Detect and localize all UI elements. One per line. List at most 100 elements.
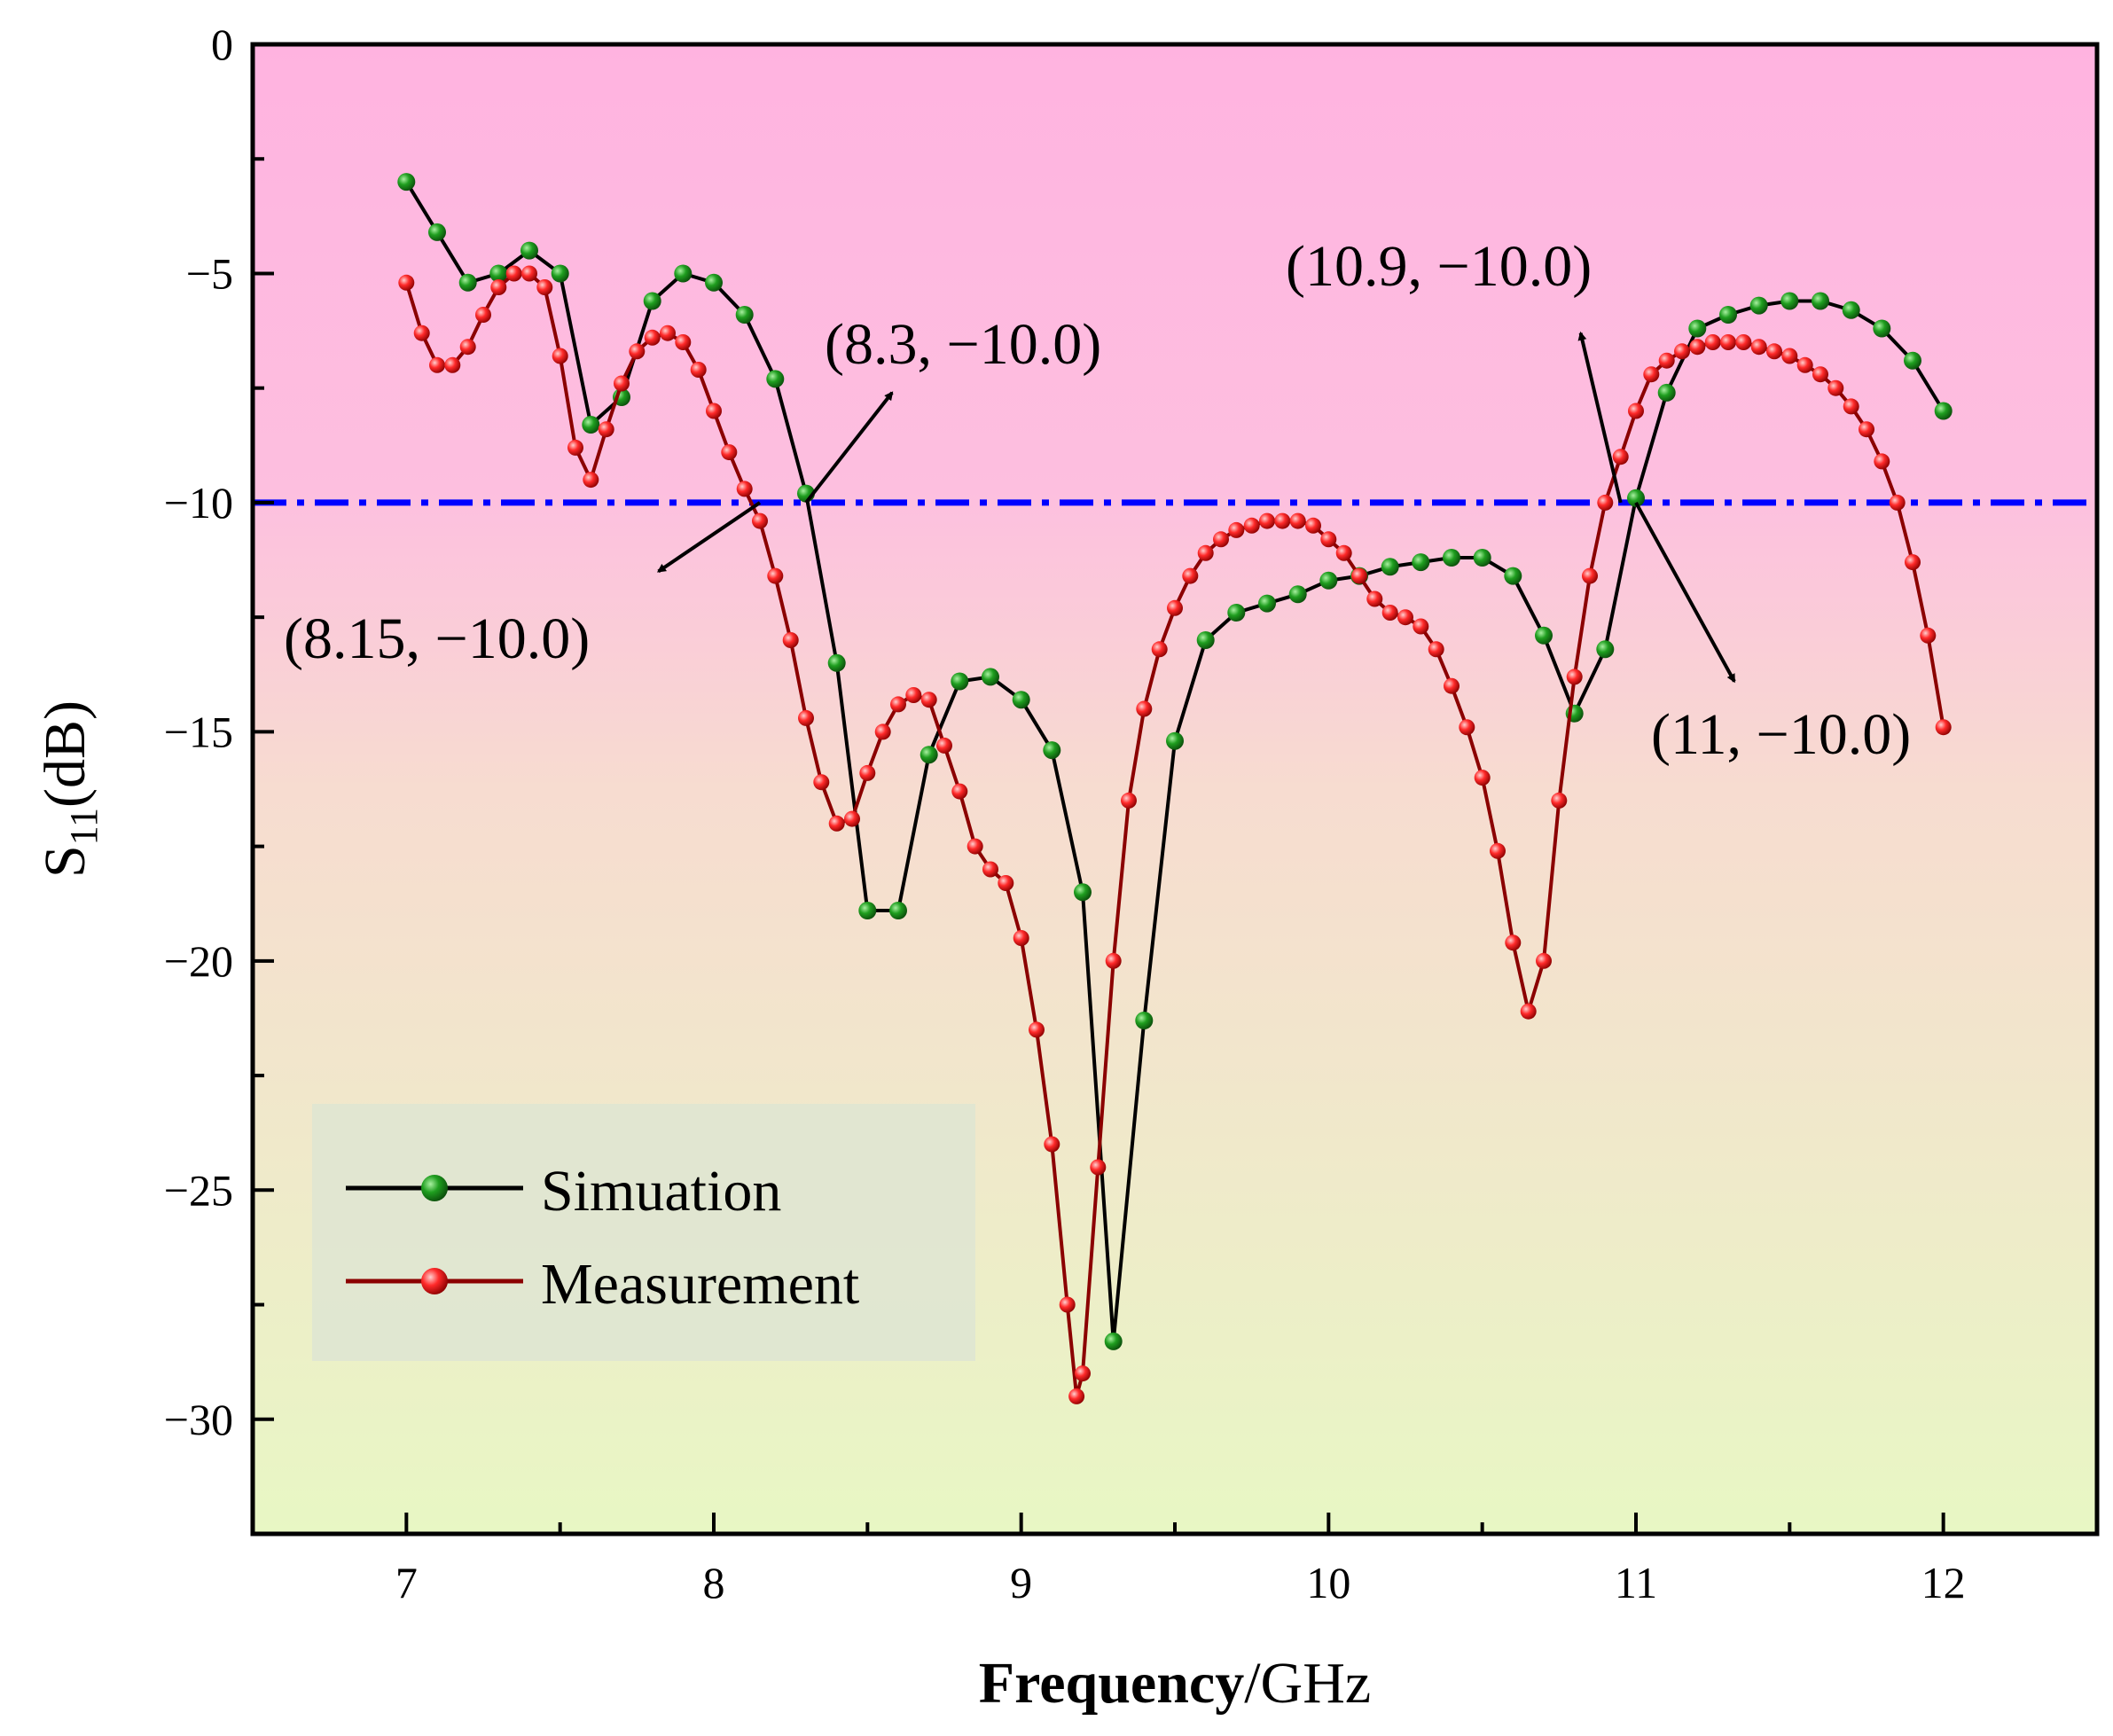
data-point-simuation [1504, 567, 1522, 585]
data-point-measurement [1551, 792, 1568, 809]
data-point-measurement [1444, 677, 1460, 694]
data-point-measurement [521, 265, 537, 282]
legend-label-simulation: Simuation [541, 1159, 781, 1224]
data-point-measurement [398, 274, 415, 291]
legend: Simuation Measurement [312, 1104, 975, 1361]
data-point-measurement [890, 696, 906, 713]
x-tick-label: 10 [1306, 1558, 1350, 1607]
data-point-simuation [428, 223, 446, 241]
data-point-measurement [583, 472, 599, 489]
data-point-measurement [1658, 352, 1675, 369]
data-point-measurement [1105, 952, 1122, 969]
data-point-measurement [459, 339, 476, 356]
data-point-measurement [1520, 1003, 1537, 1020]
data-point-simuation [1135, 1012, 1154, 1029]
data-point-measurement [1474, 770, 1491, 786]
annotation-label: (8.15, −10.0) [284, 606, 590, 671]
data-point-measurement [920, 692, 937, 708]
data-point-measurement [1121, 792, 1137, 809]
data-point-measurement [1151, 641, 1168, 658]
data-point-measurement [675, 334, 692, 350]
data-point-measurement [1935, 719, 1952, 736]
x-tick-label: 11 [1615, 1558, 1657, 1607]
data-point-measurement [1289, 512, 1306, 529]
data-point-measurement [721, 444, 738, 461]
data-point-simuation [489, 264, 508, 283]
data-point-measurement [1905, 554, 1921, 571]
data-point-simuation [1473, 549, 1491, 567]
data-point-measurement [1582, 567, 1598, 584]
data-point-measurement [1889, 494, 1906, 511]
data-point-measurement [1182, 567, 1199, 584]
y-tick-label: −5 [186, 248, 233, 298]
data-point-simuation [1104, 1332, 1123, 1350]
data-point-simuation [1381, 558, 1399, 576]
data-point-measurement [736, 481, 753, 497]
legend-box [312, 1104, 975, 1361]
data-point-simuation [1443, 549, 1460, 567]
data-point-measurement [1766, 343, 1782, 360]
legend-marker-measurement [421, 1268, 448, 1294]
data-point-simuation [1043, 741, 1061, 760]
data-point-measurement [1643, 366, 1660, 383]
data-point-measurement [782, 632, 799, 648]
data-point-measurement [552, 348, 568, 364]
data-point-measurement [1704, 334, 1721, 350]
data-point-measurement [413, 325, 430, 341]
y-tick-label: −15 [164, 707, 233, 756]
data-point-simuation [1812, 292, 1829, 310]
data-point-measurement [767, 567, 784, 584]
y-tick-label: 0 [211, 20, 233, 69]
data-point-measurement [1827, 379, 1844, 396]
data-point-measurement [1335, 544, 1352, 561]
data-point-simuation [520, 241, 538, 260]
data-point-simuation [397, 173, 416, 192]
data-point-measurement [1366, 590, 1383, 607]
y-axis-title-main: S [33, 845, 98, 878]
data-point-measurement [706, 403, 722, 419]
data-point-measurement [1505, 934, 1522, 951]
data-point-measurement [1044, 1136, 1060, 1153]
data-point-simuation [1258, 594, 1276, 613]
data-point-simuation [674, 264, 693, 283]
data-point-simuation [1227, 604, 1246, 622]
data-point-measurement [1029, 1021, 1045, 1038]
data-point-simuation [1166, 731, 1184, 750]
data-point-measurement [1597, 494, 1614, 511]
data-point-simuation [458, 273, 477, 292]
data-point-measurement [1612, 449, 1629, 465]
data-point-measurement [1796, 356, 1813, 373]
y-axis-title-sub: 11 [62, 808, 106, 845]
annotation-arrow [1634, 501, 1736, 684]
data-point-measurement [1859, 421, 1874, 438]
data-point-measurement [644, 329, 661, 346]
data-point-measurement [1735, 334, 1752, 350]
data-point-measurement [1674, 343, 1690, 360]
data-point-measurement [844, 810, 860, 827]
data-point-simuation [766, 370, 785, 388]
y-tick-label: −25 [164, 1165, 233, 1215]
data-point-simuation [1535, 626, 1553, 645]
data-point-measurement [752, 512, 768, 529]
data-point-measurement [1843, 398, 1859, 415]
data-point-measurement [1413, 618, 1429, 635]
annotation-arrow [656, 501, 762, 574]
data-point-measurement [475, 307, 491, 323]
data-point-simuation [951, 672, 969, 691]
data-point-simuation [735, 306, 754, 324]
data-point-measurement [490, 279, 507, 295]
data-point-measurement [429, 356, 445, 373]
data-point-simuation [1412, 553, 1430, 572]
legend-label-measurement: Measurement [541, 1252, 859, 1317]
y-axis-title: S11(dB) [33, 700, 106, 878]
annotation-arrow [1577, 331, 1623, 504]
data-point-measurement [1381, 605, 1398, 621]
data-point-measurement [1090, 1159, 1107, 1176]
data-point-measurement [951, 783, 968, 800]
data-point-measurement [859, 764, 876, 781]
data-point-measurement [874, 723, 891, 740]
data-point-measurement [536, 279, 553, 295]
data-point-measurement [1320, 531, 1337, 548]
data-point-measurement [1812, 366, 1828, 383]
